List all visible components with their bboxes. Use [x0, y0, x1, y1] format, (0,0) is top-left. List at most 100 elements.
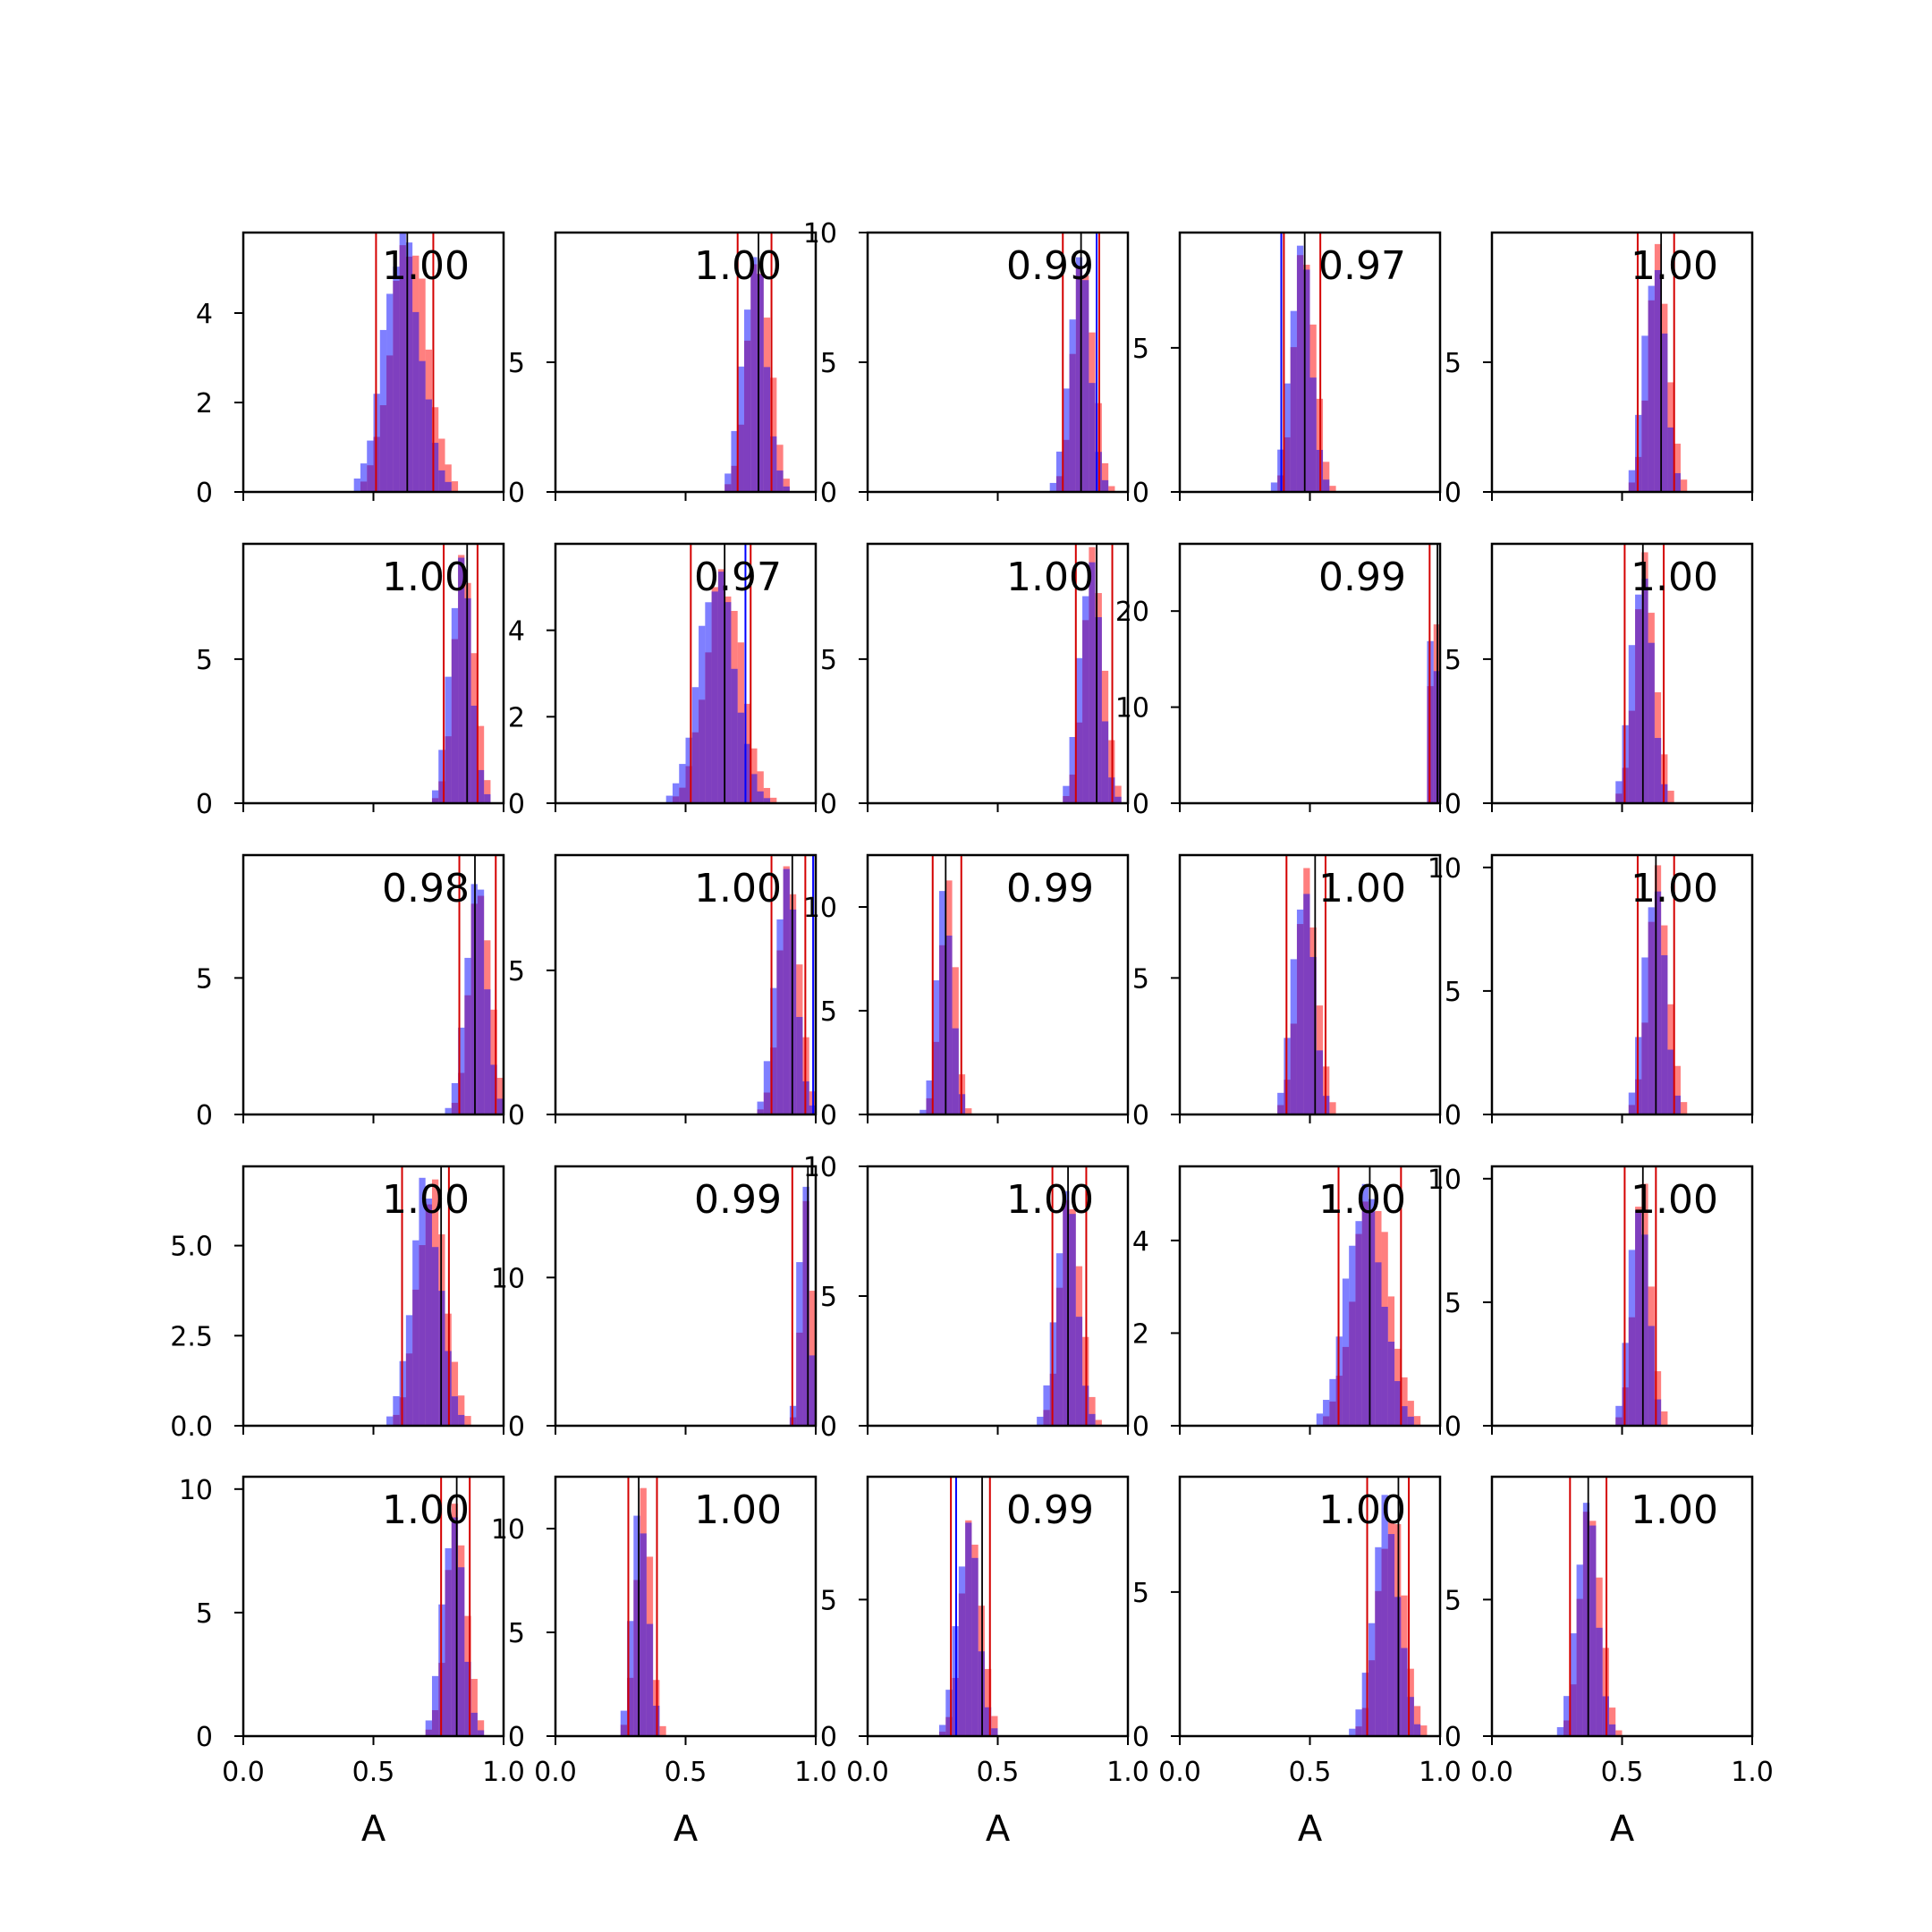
hist-bar-blue — [393, 267, 400, 492]
x-tick-label: 0.5 — [352, 1757, 395, 1788]
panel-r2-c2: 0 2 4 0.97 — [508, 542, 818, 820]
panel-annotation: 0.97 — [1318, 243, 1406, 289]
panel-annotation: 0.98 — [382, 866, 470, 911]
x-tick-label: 0.0 — [846, 1757, 889, 1788]
y-tick-label: 5 — [1445, 977, 1462, 1008]
hist-bar-blue — [399, 233, 406, 492]
hist-bar-red — [1095, 1419, 1102, 1426]
y-tick-label: 0 — [196, 789, 213, 820]
hist-bar-blue — [1641, 335, 1648, 492]
hist-bar-blue — [1641, 578, 1648, 803]
histogram-bars — [1316, 1183, 1421, 1426]
panel-r5-c1: 0.0 0.5 1.0 A 0 5 10 1.00 — [179, 1475, 525, 1850]
hist-bar-blue — [1361, 1183, 1368, 1426]
hist-bar-blue — [419, 360, 426, 492]
y-tick-label: 0 — [196, 1722, 213, 1753]
hist-bar-blue — [431, 443, 439, 492]
panel-r4-c3: 0 5 10 1.00 — [803, 1152, 1130, 1443]
hist-bar-red — [1108, 486, 1115, 492]
hist-bar-blue — [809, 1355, 816, 1426]
hist-bar-blue — [1069, 1214, 1076, 1426]
hist-bar-blue — [1648, 285, 1655, 492]
histogram-bars — [1628, 865, 1688, 1114]
y-tick-label: 0 — [1132, 1411, 1149, 1443]
hist-bar-blue — [757, 1101, 764, 1114]
hist-bar-blue — [783, 486, 790, 492]
panel-annotation: 1.00 — [382, 1487, 470, 1533]
y-tick-label: 0.0 — [170, 1411, 213, 1443]
hist-bar-blue — [665, 795, 673, 803]
panel-annotation: 1.00 — [1318, 1487, 1406, 1533]
hist-bar-blue — [1309, 377, 1317, 492]
hist-bar-blue — [763, 1061, 771, 1114]
y-tick-label: 0 — [508, 1411, 525, 1443]
hist-bar-red — [776, 445, 784, 492]
panel-annotation: 1.00 — [382, 1177, 470, 1223]
hist-bar-blue — [1316, 1413, 1324, 1426]
hist-bar-blue — [770, 987, 777, 1114]
y-tick-label: 5 — [820, 1585, 837, 1616]
y-tick-label: 0 — [1132, 1100, 1149, 1131]
hist-bar-blue — [802, 1186, 809, 1426]
panel-annotation: 1.00 — [1318, 866, 1406, 911]
y-tick-label: 10 — [803, 893, 837, 924]
y-tick-label: 0 — [1445, 1411, 1462, 1443]
y-tick-label: 0 — [820, 478, 837, 509]
x-tick-label: 0.5 — [977, 1757, 1020, 1788]
y-tick-label: 0 — [1132, 478, 1149, 509]
hist-bar-blue — [431, 1247, 439, 1426]
x-tick-label: 0.5 — [1289, 1757, 1332, 1788]
hist-bar-blue — [679, 764, 686, 803]
y-tick-label: 10 — [1428, 853, 1462, 885]
panel-r5-c4: 0.0 0.5 1.0 A 0 5 1.00 — [1132, 1475, 1462, 1850]
y-tick-label: 0 — [508, 478, 525, 509]
y-tick-label: 2 — [1132, 1318, 1149, 1350]
hist-bar-red — [477, 725, 485, 803]
hist-bar-blue — [1309, 956, 1317, 1114]
y-tick-label: 5 — [1445, 348, 1462, 379]
hist-bar-red — [445, 464, 452, 492]
hist-bar-blue — [1407, 1416, 1414, 1426]
hist-bar-blue — [1582, 1503, 1590, 1736]
hist-bar-blue — [484, 989, 491, 1114]
hist-bar-red — [464, 1416, 471, 1426]
hist-bar-blue — [945, 1690, 953, 1736]
y-tick-label: 5 — [196, 1598, 213, 1630]
histogram-bars — [1063, 547, 1122, 803]
hist-bar-blue — [1628, 1250, 1636, 1426]
y-tick-label: 0 — [1132, 789, 1149, 820]
hist-bar-blue — [1082, 280, 1089, 492]
hist-bar-blue — [1563, 1696, 1571, 1736]
hist-bar-blue — [1075, 657, 1083, 803]
y-tick-label: 5 — [508, 348, 525, 379]
hist-bar-blue — [691, 687, 699, 803]
hist-bar-blue — [1037, 1416, 1044, 1426]
hist-bar-red — [770, 797, 777, 803]
hist-bar-blue — [1063, 388, 1070, 492]
hist-bar-blue — [1654, 1399, 1662, 1426]
y-tick-label: 0 — [196, 478, 213, 509]
hist-bar-blue — [393, 1395, 400, 1426]
hist-bar-blue — [1667, 1049, 1674, 1114]
hist-bar-blue — [1648, 907, 1655, 1114]
panel-annotation: 0.99 — [1318, 555, 1406, 600]
y-tick-label: 4 — [508, 616, 525, 648]
panel-r3-c5: 0 5 10 1.00 — [1428, 853, 1754, 1131]
hist-bar-blue — [685, 737, 692, 803]
hist-bar-blue — [451, 1082, 459, 1114]
hist-bar-blue — [412, 311, 419, 492]
hist-bar-blue — [1596, 1627, 1603, 1736]
hist-bar-blue — [1368, 1623, 1376, 1736]
hist-bar-blue — [939, 891, 946, 1114]
hist-bar-blue — [776, 919, 784, 1114]
y-tick-label: 0 — [1445, 1100, 1462, 1131]
hist-bar-blue — [1114, 796, 1122, 803]
y-tick-label: 5 — [508, 956, 525, 987]
panel-annotation: 1.00 — [1006, 555, 1094, 600]
hist-bar-blue — [1654, 891, 1662, 1114]
panel-r3-c4: 051.00 — [1132, 853, 1442, 1131]
hist-bar-blue — [705, 602, 712, 803]
hist-bar-blue — [431, 1675, 439, 1736]
hist-bar-red — [1674, 1065, 1681, 1114]
hist-bar-blue — [1063, 1191, 1070, 1426]
